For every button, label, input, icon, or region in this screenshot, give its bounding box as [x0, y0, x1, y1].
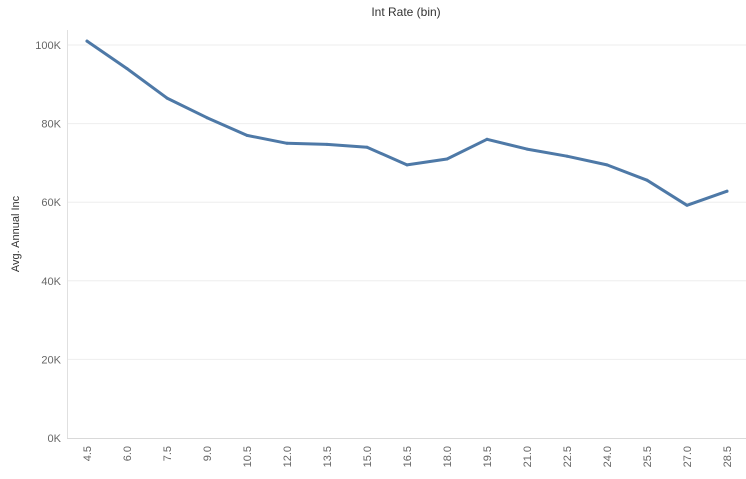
data-point[interactable] [565, 154, 569, 158]
data-point[interactable] [525, 147, 529, 151]
data-point[interactable] [165, 96, 169, 100]
x-tick-label: 4.5 [82, 446, 94, 461]
x-tick-label: 22.5 [562, 446, 574, 467]
x-tick-label: 15.0 [362, 446, 374, 467]
data-point[interactable] [605, 163, 609, 167]
x-tick-label: 10.5 [242, 446, 254, 467]
chart-title: Int Rate (bin) [371, 5, 440, 19]
data-point[interactable] [405, 163, 409, 167]
x-tick-label: 7.5 [162, 446, 174, 461]
y-tick-label: 80K [41, 119, 61, 131]
data-point[interactable] [85, 39, 89, 43]
x-tick-label: 27.0 [682, 446, 694, 467]
y-tick-label: 40K [41, 276, 61, 288]
data-point[interactable] [725, 189, 729, 193]
y-tick-label: 0K [48, 433, 62, 445]
x-tick-label: 12.0 [282, 446, 294, 467]
grid-layer [67, 44, 746, 360]
data-point[interactable] [285, 141, 289, 145]
y-axis-title: Avg. Annual Inc [10, 195, 22, 272]
x-tick-label: 9.0 [202, 446, 214, 461]
data-point[interactable] [245, 133, 249, 137]
x-tick-label: 6.0 [122, 446, 134, 461]
x-tick-labels: 4.5 6.0 7.5 9.0 10.5 12.0 13.5 15.0 16.5 18.0 19.5… [82, 446, 734, 467]
series-layer [85, 39, 729, 207]
data-point[interactable] [365, 145, 369, 149]
x-tick-label: 21.0 [522, 446, 534, 467]
y-tick-label: 60K [41, 197, 61, 209]
data-point[interactable] [445, 157, 449, 161]
data-point[interactable] [205, 116, 209, 120]
data-point[interactable] [125, 67, 129, 71]
x-tick-label: 19.5 [482, 446, 494, 467]
x-tick-label: 25.5 [642, 446, 654, 467]
data-point[interactable] [325, 142, 329, 146]
data-point[interactable] [685, 203, 689, 207]
x-tick-label: 16.5 [402, 446, 414, 467]
x-tick-label: 24.0 [602, 446, 614, 467]
y-tick-label: 20K [41, 354, 61, 366]
x-tick-label: 18.0 [442, 446, 454, 467]
x-tick-label: 13.5 [322, 446, 334, 467]
axis-layer [67, 30, 746, 439]
y-tick-label: 100K [35, 40, 61, 52]
x-tick-label: 28.5 [722, 446, 734, 467]
data-point[interactable] [485, 137, 489, 141]
data-point[interactable] [645, 178, 649, 182]
y-tick-labels: 0K 20K 40K 60K 80K 100K [35, 40, 61, 445]
